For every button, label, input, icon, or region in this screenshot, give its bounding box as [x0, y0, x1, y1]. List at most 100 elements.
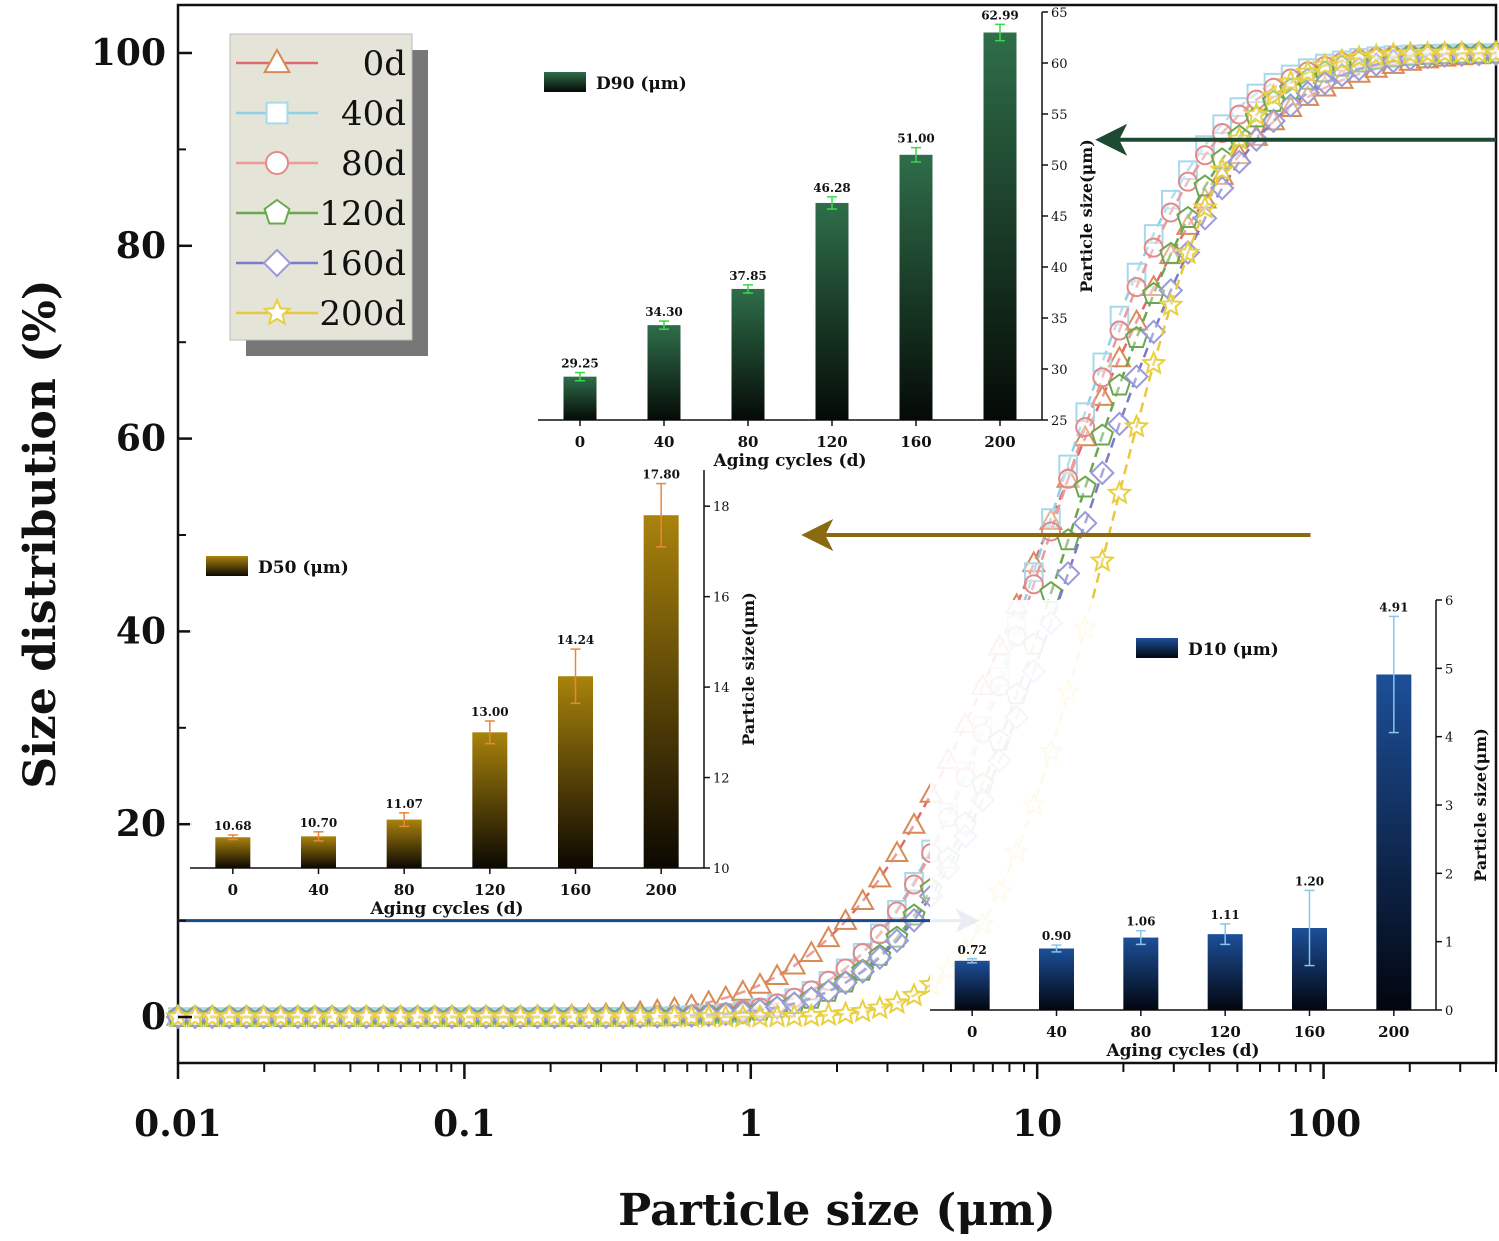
bar-120 — [1207, 934, 1243, 1010]
data-point — [1126, 262, 1147, 283]
bar-120 — [815, 202, 849, 420]
inset-y-tick-label: 60 — [1051, 57, 1068, 72]
data-point — [901, 811, 927, 834]
bar-160 — [558, 676, 593, 868]
inset-y-tick-label: 1 — [1445, 936, 1453, 951]
inset-legend-label: D10 (μm) — [1188, 640, 1279, 660]
data-point — [815, 1001, 842, 1027]
inset-x-tick-label: 0 — [967, 1023, 977, 1041]
x-tick-label: 1 — [738, 1103, 763, 1145]
data-point — [1277, 68, 1304, 94]
bar-value-label: 10.68 — [214, 819, 252, 833]
legend-marker — [262, 248, 292, 278]
legend-label: 80d — [341, 144, 406, 184]
data-point — [1294, 58, 1321, 84]
bar-value-label: 11.07 — [385, 797, 423, 811]
bar-80 — [1123, 937, 1159, 1010]
data-point — [764, 963, 790, 986]
data-point — [868, 943, 892, 966]
x-tick-label: 0.1 — [433, 1103, 496, 1145]
insets-layer: 25303540455055606529.25034.304037.858046… — [190, 6, 1490, 1061]
data-point — [1209, 156, 1236, 182]
data-point — [866, 994, 893, 1020]
data-point — [801, 980, 822, 1001]
bar-0 — [215, 837, 251, 868]
inset-x-tick-label: 0 — [575, 433, 585, 451]
inset-legend-swatch — [1136, 638, 1178, 658]
data-point — [867, 865, 892, 888]
data-point — [1107, 411, 1132, 437]
data-point — [1058, 454, 1078, 475]
legend-item-0d: 0d — [236, 44, 406, 84]
bar-80 — [386, 819, 422, 868]
bar-value-label: 1.11 — [1211, 908, 1240, 922]
data-point — [1124, 364, 1149, 390]
legend-label: 120d — [319, 194, 406, 234]
data-point — [1483, 39, 1499, 65]
data-point — [1260, 82, 1287, 108]
inset-y-tick-label: 18 — [713, 500, 730, 515]
data-point — [1090, 384, 1115, 406]
bar-value-label: 0.72 — [958, 943, 987, 957]
inset-legend-label: D50 (μm) — [258, 558, 349, 578]
data-point — [1176, 205, 1200, 228]
data-point — [1311, 51, 1338, 77]
data-point — [904, 874, 925, 895]
data-point — [1174, 239, 1201, 265]
main-y-axis-label: Size distribution (%) — [15, 279, 66, 788]
legend-item-120d: 120d — [236, 194, 406, 234]
main-arrows-layer — [178, 123, 1496, 933]
data-point — [1123, 413, 1150, 438]
data-point — [1141, 319, 1167, 345]
bar-value-label: 1.06 — [1126, 915, 1155, 929]
data-point — [1124, 308, 1149, 331]
inset-x-tick-label: 160 — [1294, 1023, 1325, 1041]
inset-background — [190, 470, 704, 868]
legend-item-200d: 200d — [236, 294, 406, 334]
bar-0 — [954, 960, 990, 1010]
bar-value-label: 0.90 — [1042, 929, 1071, 943]
data-point — [1295, 80, 1321, 106]
inset-y-tick-label: 45 — [1051, 210, 1068, 225]
inset-D50: 10 12 14 16 18 10.68 0 10.70 40 11.07 80 13.00 120 14… — [190, 468, 758, 919]
data-point — [1106, 479, 1133, 505]
data-point — [1246, 89, 1267, 110]
y-tick-label: 80 — [116, 225, 166, 267]
inset-x-tick-label: 160 — [900, 433, 931, 451]
inset-y-tick-label: 5 — [1445, 662, 1453, 677]
bar-40 — [647, 325, 681, 420]
data-point — [1126, 277, 1147, 298]
inset-x-tick-label: 80 — [394, 881, 415, 899]
data-point — [1261, 108, 1286, 134]
data-point — [1055, 561, 1081, 586]
data-point — [798, 985, 824, 1011]
inset-x-tick-label: 120 — [816, 433, 847, 451]
bar-value-label: 62.99 — [981, 8, 1019, 22]
y-tick-label: 60 — [116, 418, 166, 460]
data-point — [1058, 468, 1079, 489]
data-point — [901, 981, 927, 1007]
bar-value-label: 14.24 — [557, 633, 595, 647]
inset-y-tick-label: 30 — [1051, 363, 1068, 378]
bar-80 — [731, 288, 765, 420]
inset-legend-swatch — [206, 556, 248, 576]
bar-value-label: 1.20 — [1295, 874, 1324, 888]
inset-x-tick-label: 120 — [1210, 1023, 1241, 1041]
inset-x-tick-label: 0 — [228, 881, 238, 899]
legend-item-160d: 160d — [236, 244, 406, 284]
data-point — [1209, 175, 1235, 201]
data-point — [747, 971, 773, 994]
inset-y-tick-label: 16 — [713, 591, 730, 606]
inset-x-tick-label: 120 — [474, 881, 505, 899]
data-point — [1109, 305, 1130, 326]
inset-y-tick-label: 55 — [1051, 108, 1068, 123]
bar-value-label: 51.00 — [897, 132, 935, 146]
bar-value-label: 37.85 — [729, 269, 767, 283]
legend-label: 40d — [341, 94, 406, 134]
bar-120 — [472, 732, 508, 868]
inset-y-tick-label: 65 — [1051, 6, 1068, 21]
bar-200 — [983, 32, 1017, 420]
data-point — [884, 840, 910, 862]
data-point — [850, 888, 875, 911]
inset-x-tick-label: 200 — [1378, 1023, 1409, 1041]
